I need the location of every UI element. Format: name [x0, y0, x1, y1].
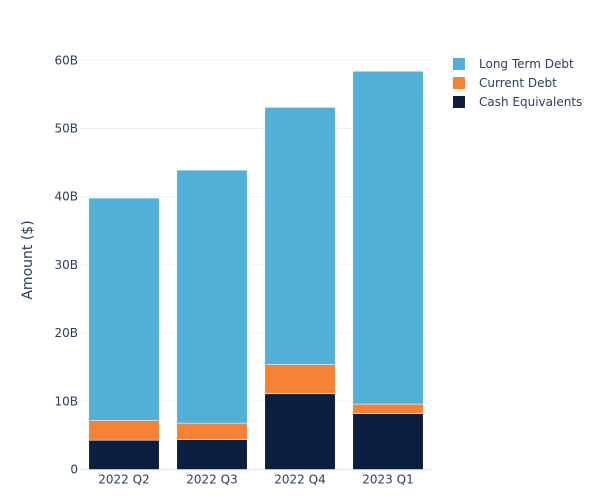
y-tick-label: 50B	[54, 122, 78, 136]
bar-cash-equivalents[interactable]	[352, 413, 424, 470]
y-tick-label: 10B	[54, 394, 78, 408]
bars	[88, 70, 424, 470]
x-tick-label: 2022 Q3	[186, 473, 237, 487]
bar-current-debt[interactable]	[264, 364, 336, 395]
legend-label: Long Term Debt	[479, 57, 574, 71]
x-tick-label: 2022 Q2	[98, 473, 149, 487]
bar-cash-equivalents[interactable]	[88, 439, 160, 470]
y-axis-title: Amount ($)	[20, 220, 36, 299]
bar-cash-equivalents[interactable]	[264, 393, 336, 470]
bar-current-debt[interactable]	[176, 422, 248, 440]
bar-long-term-debt[interactable]	[88, 197, 160, 421]
y-axis-ticks: 0 10B 20B 30B 40B 50B 60B	[54, 53, 78, 476]
legend: Long Term Debt Current Debt Cash Equivalen…	[453, 57, 582, 109]
x-tick-label: 2022 Q4	[274, 473, 325, 487]
y-tick-label: 0	[70, 463, 78, 477]
y-tick-label: 40B	[54, 190, 78, 204]
bar-long-term-debt[interactable]	[352, 70, 424, 405]
legend-item[interactable]: Cash Equivalents	[453, 95, 582, 109]
bar-long-term-debt[interactable]	[176, 169, 248, 424]
bar-long-term-debt[interactable]	[264, 107, 336, 365]
y-tick-label: 20B	[54, 326, 78, 340]
bar-current-debt[interactable]	[88, 420, 160, 441]
legend-swatch	[453, 77, 465, 89]
legend-label: Cash Equivalents	[479, 95, 582, 109]
bar-current-debt[interactable]	[352, 403, 424, 414]
legend-swatch	[453, 96, 465, 108]
x-axis-ticks: 2022 Q2 2022 Q3 2022 Q4 2023 Q1	[98, 473, 413, 487]
legend-item[interactable]: Long Term Debt	[453, 57, 574, 71]
y-tick-label: 30B	[54, 258, 78, 272]
y-tick-label: 60B	[54, 53, 78, 67]
bar-cash-equivalents[interactable]	[176, 439, 248, 470]
x-tick-label: 2023 Q1	[362, 473, 413, 487]
legend-swatch	[453, 58, 465, 70]
legend-label: Current Debt	[479, 76, 557, 90]
legend-item[interactable]: Current Debt	[453, 76, 557, 90]
